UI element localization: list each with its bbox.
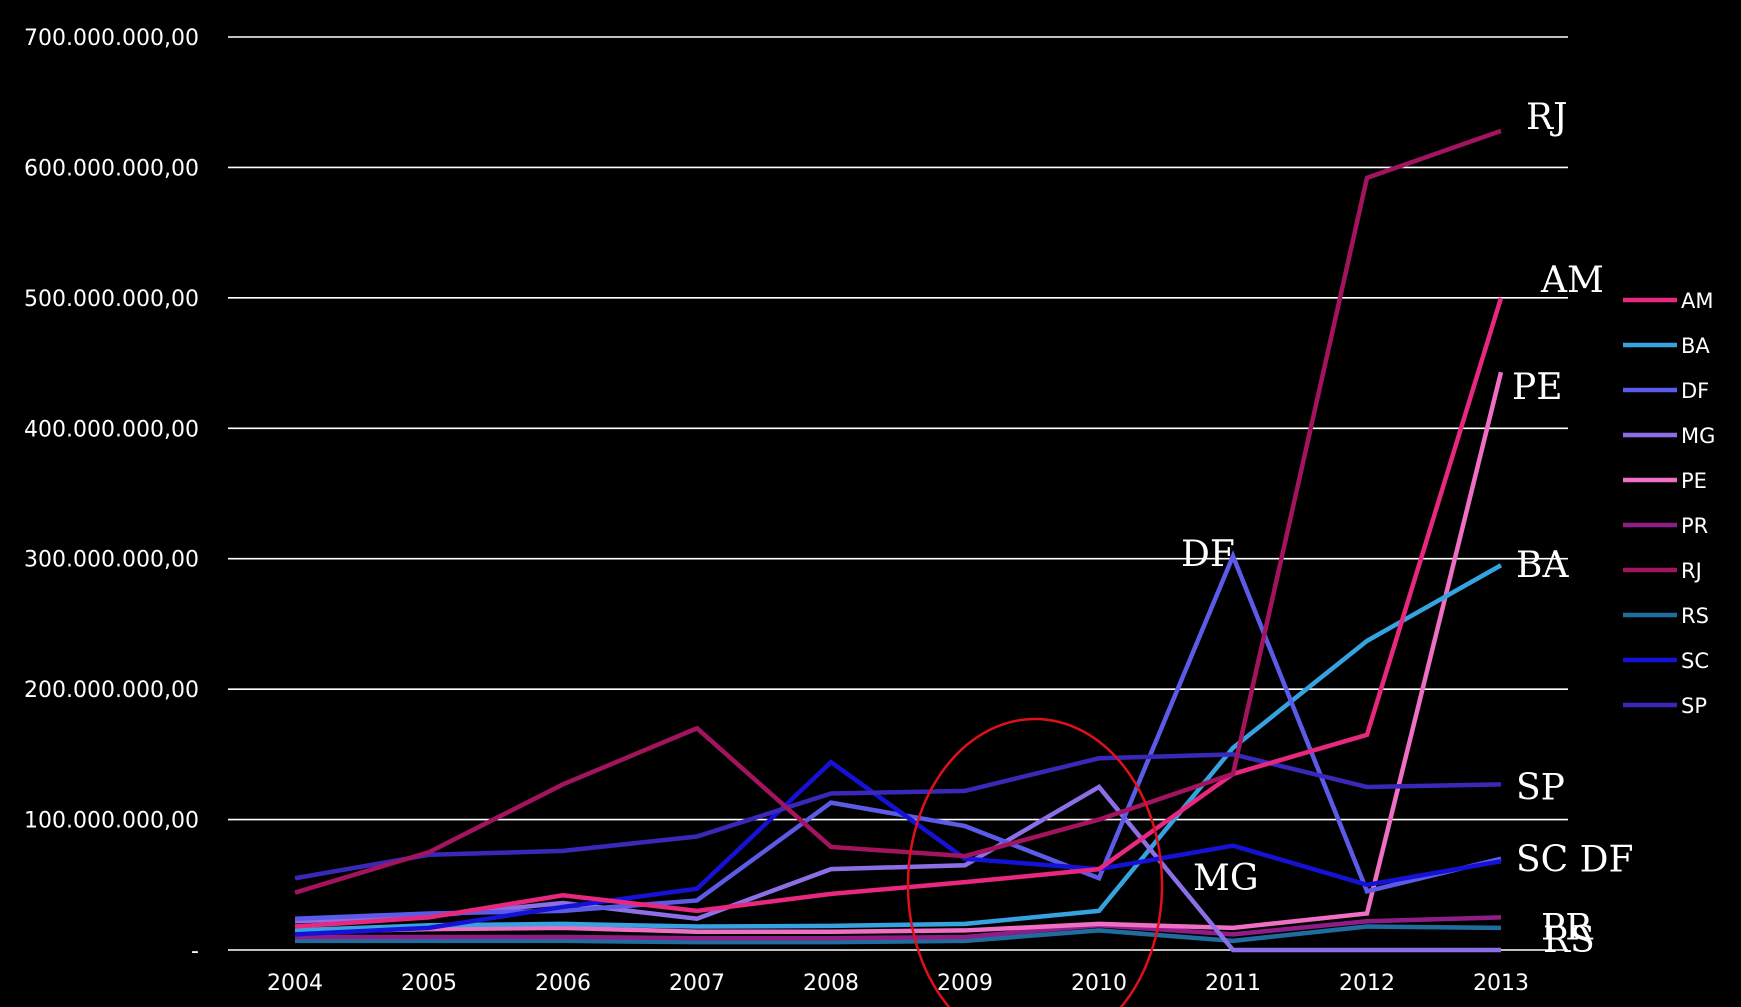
y-tick-label: 700.000.000,00 xyxy=(24,26,199,51)
x-tick-label: 2004 xyxy=(267,971,323,996)
y-tick-label: 500.000.000,00 xyxy=(24,287,199,312)
x-tick-label: 2008 xyxy=(803,971,859,996)
x-tick-label: 2006 xyxy=(535,971,591,996)
y-tick-label: - xyxy=(191,939,199,964)
x-tick-label: 2012 xyxy=(1339,971,1395,996)
series-line-am xyxy=(294,297,1504,929)
x-tick-label: 2011 xyxy=(1205,971,1261,996)
series-annotation-pr: PR xyxy=(1541,907,1593,948)
series-annotation-rj: RJ xyxy=(1526,97,1568,138)
y-tick-label: 400.000.000,00 xyxy=(24,417,199,442)
series-lines xyxy=(294,128,1504,953)
series-line-mg xyxy=(294,784,1501,953)
highlight-ellipse-group xyxy=(906,717,1164,1007)
series-annotation-mg: MG xyxy=(1193,858,1259,899)
legend-label: RS xyxy=(1681,604,1709,628)
legend-label: DF xyxy=(1681,379,1709,403)
x-tick-label: 2013 xyxy=(1473,971,1529,996)
series-annotation-ba: BA xyxy=(1516,545,1569,586)
series-line-df xyxy=(294,550,1502,921)
x-tick-label: 2005 xyxy=(401,971,457,996)
gridlines xyxy=(228,36,1568,951)
series-annotation-sc-df: SC DF xyxy=(1516,839,1634,880)
series-annotation-rs: RS xyxy=(1543,920,1595,961)
legend-label: PR xyxy=(1681,514,1708,538)
legend-label: SP xyxy=(1681,694,1707,718)
y-tick-label: 100.000.000,00 xyxy=(24,809,199,834)
series-line-sc xyxy=(294,759,1502,937)
legend-label: BA xyxy=(1681,334,1710,358)
x-tick-label: 2010 xyxy=(1071,971,1127,996)
series-line-ba xyxy=(294,563,1503,933)
highlight-ellipse xyxy=(906,717,1164,1007)
series-annotation-sp: SP xyxy=(1516,767,1565,808)
legend-label: PE xyxy=(1681,469,1707,493)
legend-label: MG xyxy=(1681,424,1715,448)
y-tick-label: 200.000.000,00 xyxy=(24,678,199,703)
legend-label: RJ xyxy=(1681,559,1702,583)
series-line-pe xyxy=(294,371,1504,934)
legend-label: AM xyxy=(1681,289,1713,313)
series-line-sp xyxy=(294,752,1502,881)
y-tick-label: 300.000.000,00 xyxy=(24,548,199,573)
y-tick-label: 600.000.000,00 xyxy=(24,156,199,181)
series-line-rj xyxy=(294,128,1502,895)
x-tick-label: 2007 xyxy=(669,971,725,996)
series-annotation-pe: PE xyxy=(1512,367,1563,408)
series-annotation-df: DF xyxy=(1181,534,1235,575)
series-annotation-am: AM xyxy=(1540,260,1604,301)
legend-label: SC xyxy=(1681,649,1709,673)
series-line-pr xyxy=(295,915,1502,941)
x-axis-ticks: 2004 2005 2006 2007 2008 2009 2010 2011 2012 2013 xyxy=(267,971,1529,996)
legend: AM BA DF MG PE PR RJ RS SC SP xyxy=(1623,289,1715,718)
y-axis-ticks: - 100.000.000,00 200.000.000,00 300.000.000… xyxy=(24,26,199,964)
x-tick-label: 2009 xyxy=(937,971,993,996)
series-line-rs xyxy=(295,924,1502,945)
